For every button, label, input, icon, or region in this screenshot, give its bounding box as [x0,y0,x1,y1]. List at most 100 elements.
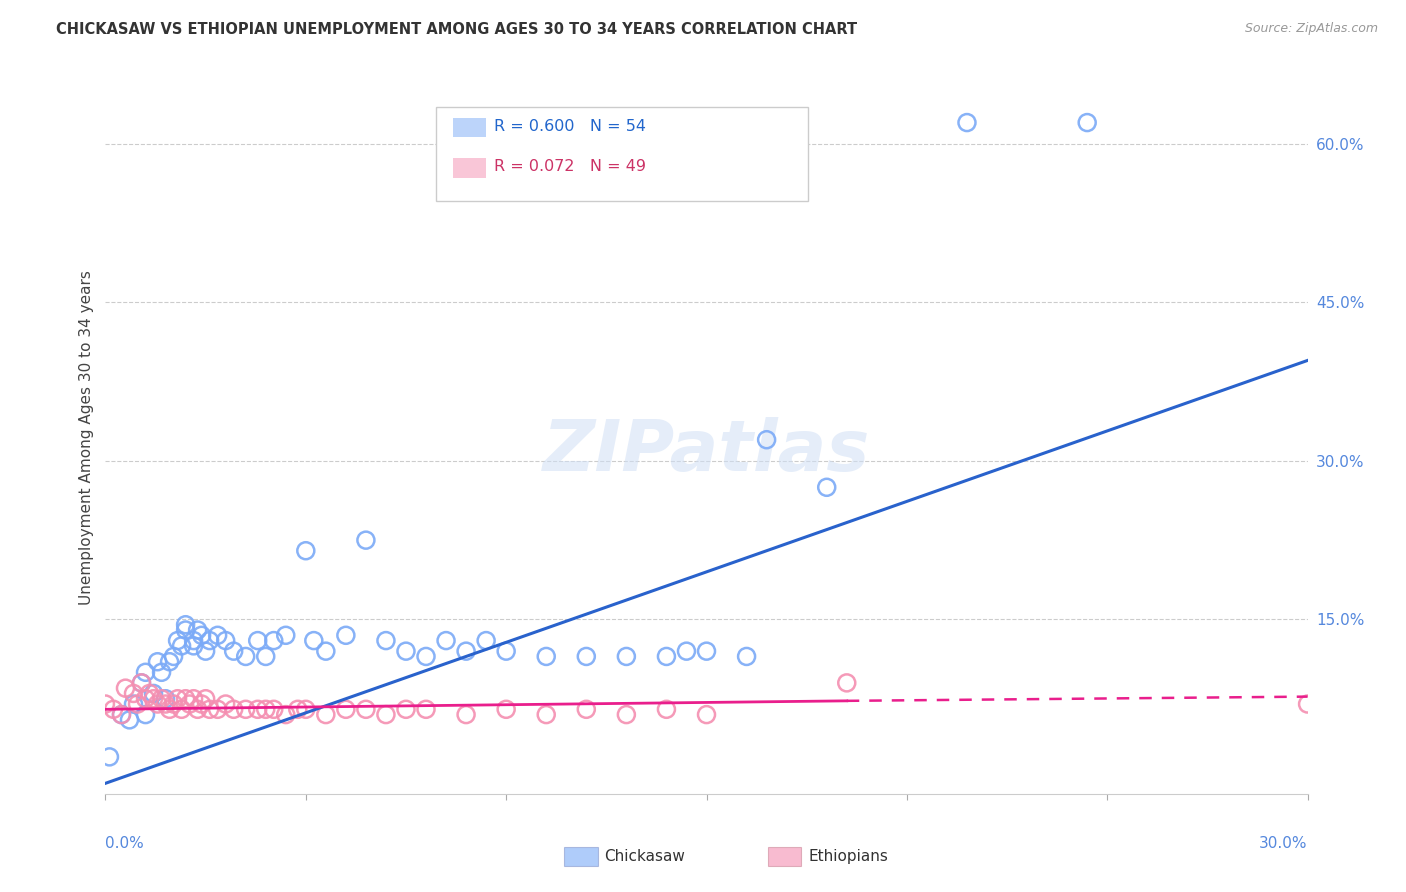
Text: 30.0%: 30.0% [1260,836,1308,851]
Point [135,665,157,680]
Point [956,115,979,129]
Point [142,691,165,706]
Point [246,702,269,716]
Point [335,702,357,716]
Point [155,697,177,711]
Point [135,691,157,706]
Point [1076,115,1098,129]
Point [534,707,557,722]
Point [94,697,117,711]
Point [183,639,205,653]
Point [146,655,169,669]
Point [302,633,325,648]
Text: Chickasaw: Chickasaw [605,849,686,863]
Point [138,686,160,700]
Point [131,676,153,690]
Text: CHICKASAW VS ETHIOPIAN UNEMPLOYMENT AMONG AGES 30 TO 34 YEARS CORRELATION CHART: CHICKASAW VS ETHIOPIAN UNEMPLOYMENT AMON… [56,22,858,37]
Point [575,649,598,664]
Point [198,702,221,716]
Point [179,697,201,711]
Point [475,633,498,648]
Point [263,702,285,716]
Point [755,433,778,447]
Point [815,480,838,494]
Point [495,644,517,658]
Point [263,633,285,648]
Point [274,628,297,642]
Point [103,702,125,716]
Point [174,623,197,637]
Point [131,676,153,690]
Point [374,633,398,648]
Point [155,691,177,706]
Point [183,633,205,648]
Point [655,649,678,664]
Point [354,533,377,548]
Point [174,691,197,706]
Text: Source: ZipAtlas.com: Source: ZipAtlas.com [1244,22,1378,36]
Point [315,644,337,658]
Point [142,686,165,700]
Point [315,707,337,722]
Point [415,702,437,716]
Point [110,707,132,722]
Point [162,697,184,711]
Point [194,644,217,658]
Point [190,628,212,642]
Point [159,655,181,669]
Point [675,644,697,658]
Point [118,713,141,727]
Point [696,707,718,722]
Point [235,702,257,716]
Point [170,702,193,716]
Point [354,702,377,716]
Point [254,702,277,716]
Point [335,628,357,642]
Y-axis label: Unemployment Among Ages 30 to 34 years: Unemployment Among Ages 30 to 34 years [79,269,94,605]
Point [194,691,217,706]
Point [122,697,145,711]
Point [454,707,477,722]
Point [159,702,181,716]
Text: Ethiopians: Ethiopians [808,849,889,863]
Point [190,697,212,711]
Point [222,644,245,658]
Point [495,702,517,716]
Point [110,707,132,722]
Point [1296,697,1319,711]
Point [246,633,269,648]
Point [287,702,309,716]
Point [235,649,257,664]
Point [214,697,236,711]
Point [122,686,145,700]
Text: ZIPatlas: ZIPatlas [543,417,870,486]
Point [534,649,557,664]
Text: R = 0.072   N = 49: R = 0.072 N = 49 [494,160,645,174]
Point [835,676,858,690]
Point [616,649,638,664]
Point [135,707,157,722]
Point [162,649,184,664]
Point [114,681,136,695]
Point [150,665,173,680]
Point [198,633,221,648]
Point [274,707,297,722]
Point [183,691,205,706]
Point [295,702,318,716]
Point [395,702,418,716]
Point [127,697,149,711]
Point [735,649,758,664]
Point [214,633,236,648]
Point [254,649,277,664]
Point [207,628,229,642]
Point [170,639,193,653]
Point [187,623,209,637]
Point [98,750,121,764]
Text: 0.0%: 0.0% [105,836,145,851]
Point [150,691,173,706]
Point [187,702,209,716]
Point [395,644,418,658]
Point [295,543,318,558]
Point [374,707,398,722]
Point [575,702,598,716]
